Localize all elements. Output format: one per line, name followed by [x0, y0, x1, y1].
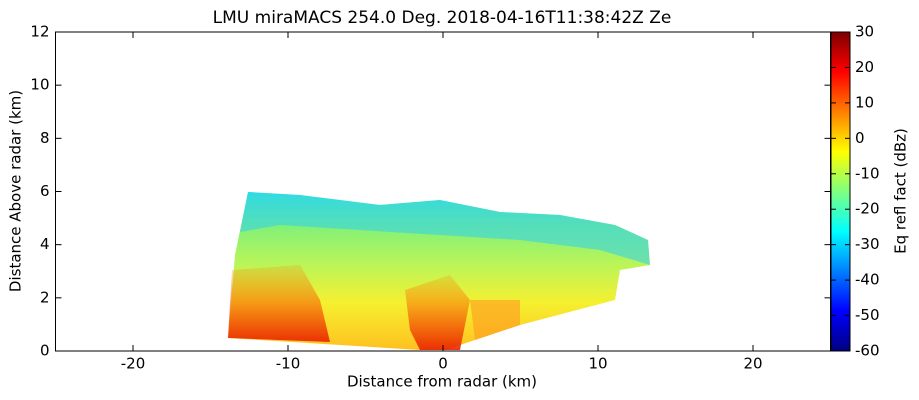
chart-title: LMU miraMACS 254.0 Deg. 2018-04-16T11:38… [213, 8, 672, 28]
colorbar-tick-label: -40 [855, 271, 880, 289]
colorbar-tick-label: -20 [855, 200, 880, 218]
colorbar-tick-label: -10 [855, 164, 880, 182]
x-axis-label: Distance from radar (km) [347, 373, 537, 391]
x-tick-label: -10 [276, 355, 301, 373]
radar-echo [228, 192, 650, 350]
x-tick-label: 0 [438, 355, 448, 373]
y-tick-label: 8 [40, 129, 50, 147]
y-axis-label: Distance Above radar (km) [7, 90, 25, 292]
colorbar-tick-label: 0 [855, 129, 865, 147]
colorbar-tick-label: -60 [855, 342, 880, 360]
y-tick-label: 4 [40, 235, 50, 253]
colorbar-tick-label: 30 [855, 23, 874, 41]
y-tick-label: 2 [40, 288, 50, 306]
x-tick-label: -20 [121, 355, 146, 373]
y-tick-label: 10 [30, 76, 49, 94]
colorbar [830, 31, 851, 352]
colorbar-tick-label: 10 [855, 93, 874, 111]
y-tick-label: 12 [30, 23, 49, 41]
colorbar-label: Eq refl fact (dBz) [892, 128, 910, 254]
y-tick-label: 6 [40, 182, 50, 200]
colorbar-tick-label: -50 [855, 306, 880, 324]
colorbar-tick-label: 20 [855, 58, 874, 76]
colorbar-tick-label: -30 [855, 235, 880, 253]
y-tick-label: 0 [40, 342, 50, 360]
x-tick-label: 20 [743, 355, 762, 373]
x-tick-label: 10 [588, 355, 607, 373]
